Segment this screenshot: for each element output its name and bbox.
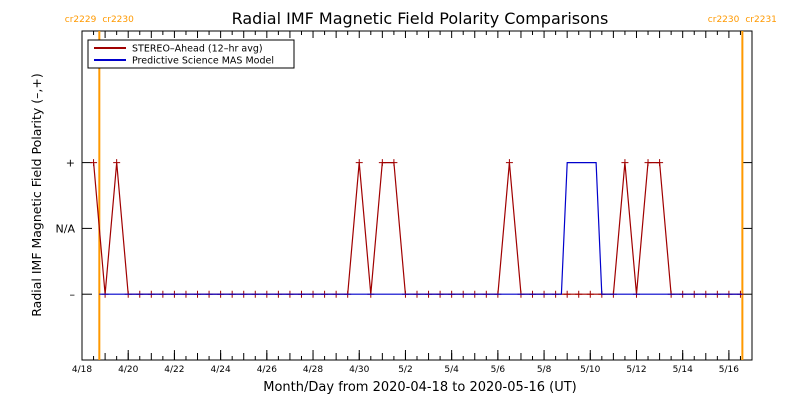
carrington-label-left: cr2229 <box>65 15 97 25</box>
x-tick-label: 5/14 <box>673 365 693 375</box>
legend-label: Predictive Science MAS Model <box>132 56 274 67</box>
x-tick-label: 5/6 <box>491 365 506 375</box>
x-tick-label: 4/24 <box>211 365 231 375</box>
carrington-label-left: cr2230 <box>708 15 740 25</box>
x-tick-label: 5/4 <box>444 365 459 375</box>
data-point-marker <box>505 159 513 167</box>
carrington-label-right: cr2230 <box>102 15 134 25</box>
data-point-marker <box>621 159 629 167</box>
x-tick-label: 4/22 <box>164 365 184 375</box>
data-point-marker <box>390 159 398 167</box>
legend-box <box>87 39 295 69</box>
carrington-label-right: cr2231 <box>745 15 777 25</box>
x-tick-label: 5/16 <box>719 365 739 375</box>
y-tick-label: N/A <box>56 222 76 235</box>
data-point-marker <box>563 290 571 298</box>
plot-area: 4/18 4/20 4/22 4/24 4/26 4/28 4/30 5/2 5/4 5/6 5/8… <box>56 15 777 375</box>
x-tick-label: 4/28 <box>303 365 323 375</box>
data-point-marker <box>644 159 652 167</box>
series-line-0 <box>93 162 741 295</box>
x-tick-label: 4/20 <box>118 365 138 375</box>
x-tick-label: 5/2 <box>398 365 412 375</box>
data-point-marker <box>355 159 363 167</box>
data-point-marker <box>113 159 121 167</box>
x-tick-label: 4/30 <box>349 365 369 375</box>
y-tick-label: – <box>70 288 76 301</box>
data-point-marker <box>656 159 664 167</box>
y-tick-label: + <box>66 157 75 170</box>
x-tick-label: 4/18 <box>72 365 92 375</box>
chart-title: Radial IMF Magnetic Field Polarity Compa… <box>232 9 609 28</box>
x-tick-label: 5/8 <box>537 365 552 375</box>
x-tick-label: 4/26 <box>257 365 277 375</box>
plot-frame <box>81 30 753 361</box>
x-tick-label: 5/12 <box>626 365 646 375</box>
x-axis-label: Month/Day from 2020-04-18 to 2020-05-16 … <box>263 380 576 395</box>
series-line-1 <box>99 162 743 295</box>
data-point-marker <box>378 159 386 167</box>
legend-label: STEREO–Ahead (12–hr avg) <box>132 44 263 55</box>
y-axis-label: Radial IMF Magnetic Field Polarity (–,+) <box>29 73 44 316</box>
data-point-marker <box>586 290 594 298</box>
x-tick-label: 5/10 <box>580 365 600 375</box>
data-point-marker <box>575 290 583 298</box>
data-point-marker <box>90 159 98 167</box>
